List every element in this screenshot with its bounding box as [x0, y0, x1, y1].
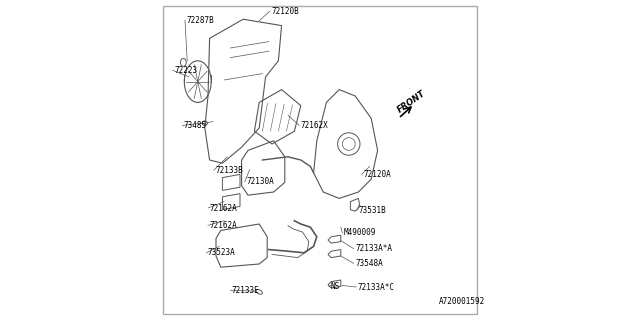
Text: 73523A: 73523A: [208, 248, 236, 257]
Text: 72133B: 72133B: [215, 166, 243, 175]
Text: 73531B: 73531B: [358, 206, 386, 215]
Text: NS: NS: [331, 282, 340, 291]
FancyBboxPatch shape: [163, 6, 477, 314]
Text: 72133A*C: 72133A*C: [358, 283, 395, 292]
Text: 72162A: 72162A: [210, 204, 237, 212]
Text: 72162A: 72162A: [210, 221, 237, 230]
Text: A720001592: A720001592: [438, 297, 484, 306]
Text: M490009: M490009: [344, 228, 376, 237]
Text: FRONT: FRONT: [396, 89, 428, 115]
Text: 72130A: 72130A: [246, 177, 274, 186]
Text: 72223: 72223: [174, 66, 198, 75]
Text: 72133E: 72133E: [232, 286, 260, 295]
Text: 72133A*A: 72133A*A: [355, 244, 392, 253]
Text: 72287B: 72287B: [187, 16, 214, 25]
Text: 73485: 73485: [184, 121, 207, 130]
Text: 72162X: 72162X: [301, 121, 328, 130]
Text: 72120B: 72120B: [271, 7, 299, 16]
Text: 73548A: 73548A: [355, 259, 383, 268]
Text: 72120A: 72120A: [364, 170, 391, 179]
